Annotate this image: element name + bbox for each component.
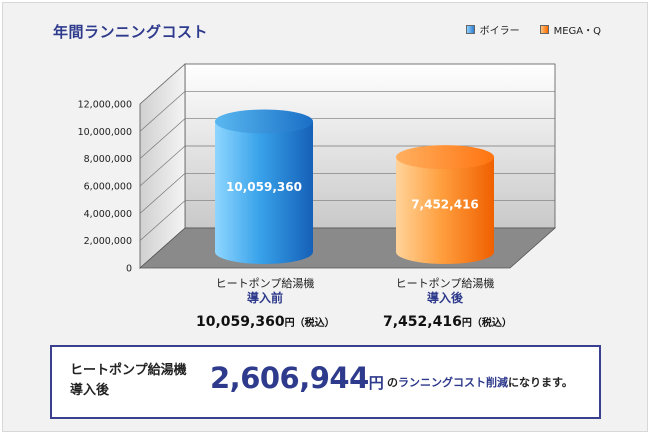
savings-amount-value: 2,606,944 <box>210 361 369 395</box>
category-block-before: ヒートポンプ給湯機 導入前 <box>190 277 340 305</box>
bars: 10,059,360 7,452,416 <box>215 109 494 264</box>
category-total-before: 10,059,360円（税込） <box>196 314 335 330</box>
y-axis: 0 2,000,000 4,000,000 6,000,000 8,000,000 10,… <box>78 100 132 275</box>
summary-tail: のランニングコスト削減になります。 <box>387 374 573 390</box>
bar-after-data-label: 7,452,416 <box>411 198 479 212</box>
category-sublabel-before: 導入前 <box>246 291 283 305</box>
category-total-value-before: 10,059,360 <box>196 314 285 330</box>
chart-title: 年間ランニングコスト <box>53 23 209 41</box>
y-tick-label: 4,000,000 <box>84 209 132 220</box>
category-label-before: ヒートポンプ給湯機 <box>215 277 315 290</box>
y-tick-label: 12,000,000 <box>78 100 132 111</box>
gridline-side <box>139 200 186 241</box>
y-tick-label: 6,000,000 <box>84 182 132 193</box>
category-total-after: 7,452,416円（税込） <box>383 314 512 330</box>
summary-tail-post: になります。 <box>508 376 573 389</box>
gridline-side <box>139 91 186 132</box>
savings-amount: 2,606,944円 <box>210 361 384 395</box>
bar-before-body <box>215 121 313 264</box>
legend-label-boiler: ボイラー <box>479 26 520 37</box>
legend: ボイラー MEGA・Q <box>465 22 601 37</box>
y-tick-label: 0 <box>126 264 132 275</box>
bar-before-top <box>215 109 313 134</box>
category-total-unit-after: 円（税込） <box>461 318 512 329</box>
gridline-side <box>139 173 186 214</box>
legend-swatch-boiler <box>465 25 475 34</box>
y-tick-label: 2,000,000 <box>84 236 132 247</box>
summary-tail-pre: の <box>387 376 398 389</box>
category-sublabel-after: 導入後 <box>426 291 463 305</box>
summary-label-line2: 導入後 <box>70 383 110 398</box>
gridline-side <box>139 63 186 105</box>
bar-after-body <box>396 157 494 264</box>
legend-label-megaq: MEGA・Q <box>553 26 601 37</box>
category-total-value-after: 7,452,416 <box>383 314 462 330</box>
gridline-side <box>139 145 186 187</box>
legend-item-megaq: MEGA・Q <box>539 22 601 37</box>
legend-item-boiler: ボイラー <box>465 22 520 37</box>
bar-after: 7,452,416 <box>396 145 494 264</box>
y-tick-label: 8,000,000 <box>84 154 132 165</box>
category-total-unit-before: 円（税込） <box>284 318 335 329</box>
summary-tail-highlight: ランニングコスト削減 <box>398 376 508 389</box>
summary-label: ヒートポンプ給湯機 導入後 <box>70 361 187 401</box>
savings-summary: ヒートポンプ給湯機 導入後 2,606,944円 のランニングコスト削減になりま… <box>50 345 601 419</box>
category-label-after: ヒートポンプ給湯機 <box>395 277 495 290</box>
bar-after-top <box>396 145 494 170</box>
category-block-after: ヒートポンプ給湯機 導入後 <box>370 277 520 305</box>
y-tick-label: 10,000,000 <box>78 127 132 138</box>
bar-before-data-label: 10,059,360 <box>226 180 302 194</box>
bar-before: 10,059,360 <box>215 109 313 264</box>
legend-swatch-megaq <box>539 25 549 34</box>
gridline-side <box>139 118 186 159</box>
summary-label-line1: ヒートポンプ給湯機 <box>70 363 187 378</box>
savings-amount-unit: 円 <box>368 374 384 392</box>
